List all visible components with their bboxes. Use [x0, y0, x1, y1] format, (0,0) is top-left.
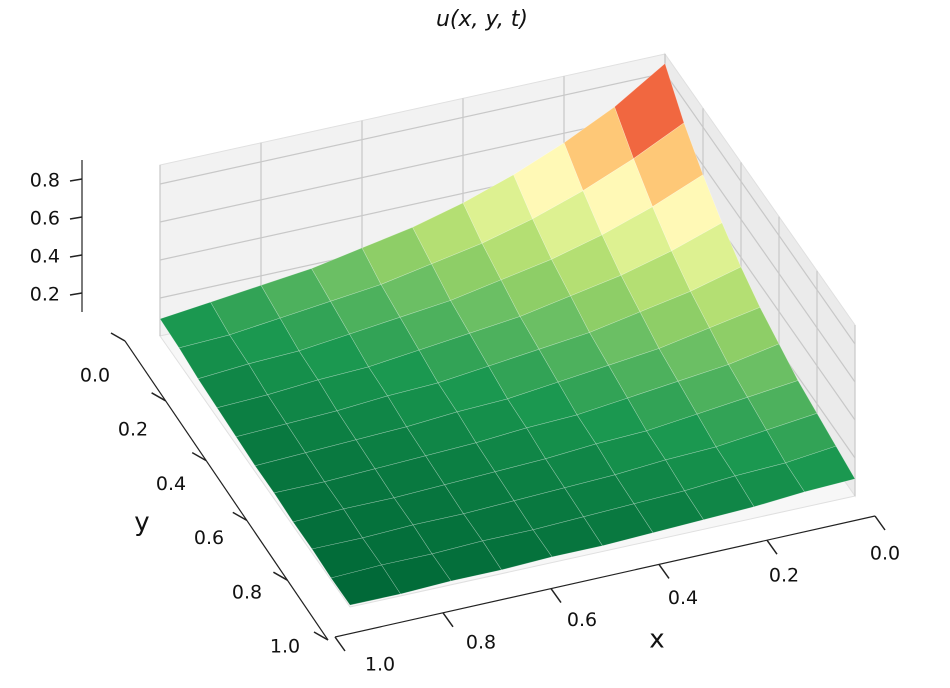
- x-tick-label: 0.4: [668, 587, 698, 609]
- x-tick-label: 0.8: [466, 631, 496, 653]
- z-tick-label: 0.4: [30, 246, 60, 268]
- x-tick: [550, 588, 562, 604]
- z-tick: [69, 178, 83, 182]
- y-tick-label: 0.8: [232, 581, 262, 603]
- x-tick: [874, 515, 886, 531]
- y-tick: [273, 571, 288, 581]
- grid-line: [664, 110, 856, 383]
- y-tick-label: 1.0: [270, 636, 300, 658]
- y-tick: [313, 631, 329, 641]
- y-tick-label: 0.0: [80, 365, 110, 387]
- axis-line: [334, 515, 876, 638]
- y-tick: [110, 332, 126, 342]
- surface-patch: [330, 564, 401, 606]
- chart-title: u(x, y, t): [436, 7, 528, 32]
- axis-line: [124, 340, 329, 641]
- z-tick: [69, 292, 83, 296]
- x-tick: [442, 612, 454, 628]
- x-tick-label: 0.2: [769, 565, 799, 587]
- z-tick-label: 0.8: [30, 170, 60, 192]
- y-tick-label: 0.4: [156, 473, 186, 495]
- x-tick-label: 0.0: [870, 543, 900, 565]
- x-axis-label: x: [649, 625, 664, 655]
- z-tick: [69, 216, 83, 220]
- grid-line: [664, 72, 856, 345]
- x-tick-label: 1.0: [365, 654, 395, 676]
- x-tick: [658, 563, 670, 579]
- y-axis-label: y: [134, 508, 149, 538]
- z-tick: [69, 254, 83, 258]
- grid-line: [159, 72, 666, 185]
- z-tick-label: 0.6: [30, 208, 60, 230]
- x-tick: [766, 539, 778, 555]
- z-tick-label: 0.2: [30, 284, 60, 306]
- y-tick: [191, 451, 207, 462]
- y-tick-label: 0.2: [118, 419, 148, 441]
- y-tick: [151, 392, 166, 402]
- x-tick-label: 0.6: [567, 609, 597, 631]
- x-tick: [334, 636, 346, 652]
- y-tick-label: 0.6: [194, 527, 224, 549]
- grid-line: [159, 110, 666, 223]
- y-tick: [232, 511, 248, 522]
